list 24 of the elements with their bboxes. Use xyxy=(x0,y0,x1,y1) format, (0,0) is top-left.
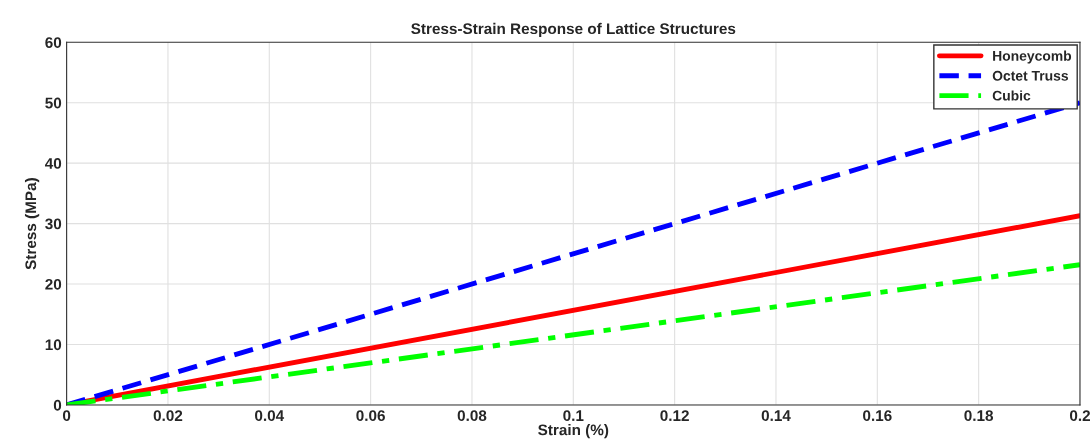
y-tick-label: 10 xyxy=(45,339,62,351)
x-tick-label: 0.2 xyxy=(1069,410,1090,422)
x-tick-label: 0.14 xyxy=(761,410,791,422)
chart-title: Stress-Strain Response of Lattice Structures xyxy=(411,22,736,38)
x-tick-label: 0 xyxy=(62,410,71,422)
y-tick-label: 50 xyxy=(45,97,62,109)
y-tick-label: 20 xyxy=(45,278,62,290)
x-tick-label: 0.16 xyxy=(863,410,892,422)
legend-label: Honeycomb xyxy=(993,50,1072,64)
x-tick-label: 0.08 xyxy=(457,410,487,422)
legend-label: Cubic xyxy=(992,90,1031,101)
y-tick-label: 60 xyxy=(45,37,62,48)
y-axis-title: Stress (MPa) xyxy=(24,178,40,270)
x-tick-label: 0.06 xyxy=(356,410,385,422)
y-tick-label: 40 xyxy=(44,158,62,169)
x-tick-label: 0.12 xyxy=(660,410,689,422)
x-tick-label: 0.04 xyxy=(255,410,285,422)
x-axis-title: Strain (%) xyxy=(538,424,609,439)
x-tick-label: 0.1 xyxy=(563,410,584,422)
y-tick-label: 30 xyxy=(45,218,62,230)
x-tick-label: 0.18 xyxy=(964,410,994,422)
y-tick-label: 0 xyxy=(53,399,62,411)
x-tick-label: 0.02 xyxy=(153,410,183,422)
legend-label: Octet Truss xyxy=(992,70,1069,81)
